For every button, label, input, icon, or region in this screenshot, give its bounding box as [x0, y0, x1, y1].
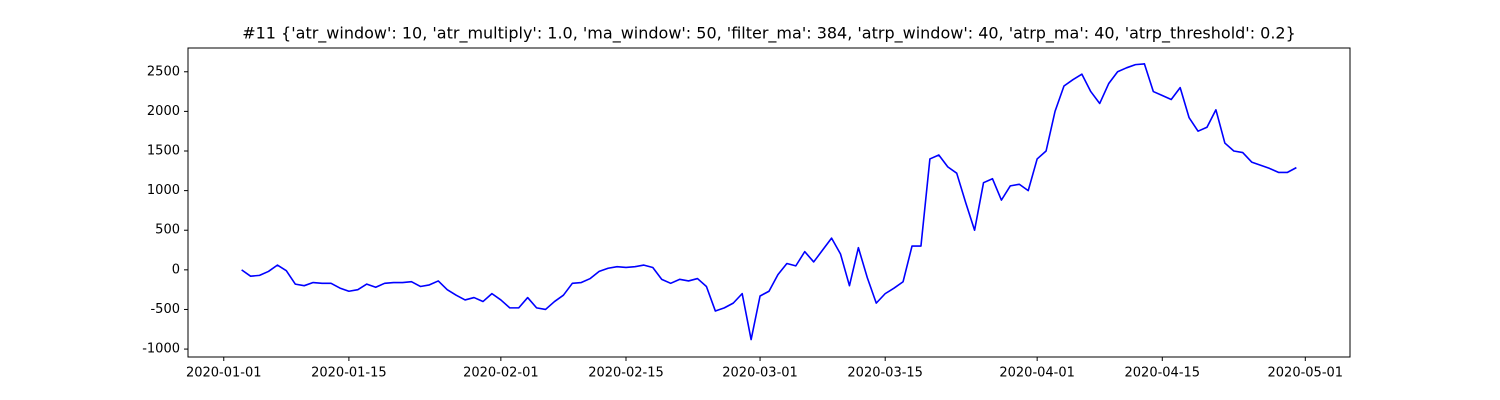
x-tick-label: 2020-05-01	[1268, 366, 1344, 381]
y-tick-label: 2500	[147, 64, 180, 79]
x-tick-label: 2020-04-01	[999, 366, 1075, 381]
line-series	[241, 63, 1297, 341]
x-tick-label: 2020-01-01	[186, 366, 262, 381]
y-tick-label: 1000	[147, 183, 180, 198]
y-tick-label: -500	[150, 302, 180, 317]
x-tick-label: 2020-03-15	[847, 366, 923, 381]
x-tick-label: 2020-01-15	[311, 366, 387, 381]
y-tick-label: 2000	[147, 104, 180, 119]
chart-title: #11 {'atr_window': 10, 'atr_multiply': 1…	[242, 24, 1296, 44]
x-tick-label: 2020-02-15	[588, 366, 664, 381]
x-tick-label: 2020-03-01	[722, 366, 798, 381]
x-tick-label: 2020-02-01	[463, 366, 539, 381]
y-tick-label: -1000	[142, 342, 180, 357]
plot-frame	[187, 47, 1351, 358]
y-tick-label: 0	[172, 262, 180, 277]
x-tick-label: 2020-04-15	[1125, 366, 1201, 381]
y-tick-label: 500	[155, 223, 180, 238]
y-tick-label: 1500	[147, 144, 180, 159]
